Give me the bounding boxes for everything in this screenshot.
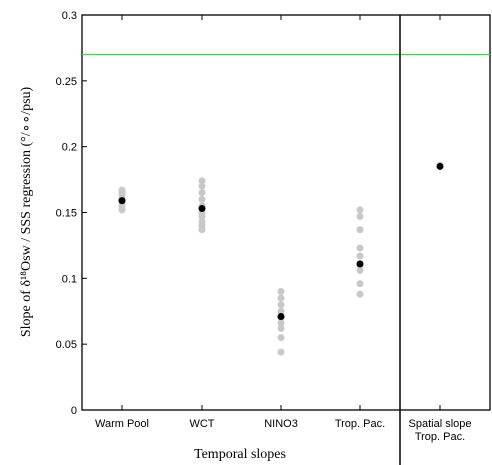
sample-point bbox=[277, 301, 285, 309]
sample-point bbox=[198, 182, 206, 190]
y-tick-label: 0.05 bbox=[56, 339, 77, 351]
x-tick-label-line: Spatial slope bbox=[409, 418, 472, 430]
sample-point bbox=[198, 195, 206, 203]
y-axis-label: Slope of δ¹⁸Osw / SSS regression (°/∘∘/p… bbox=[19, 86, 34, 337]
sample-point bbox=[277, 348, 285, 356]
sample-point bbox=[356, 266, 364, 274]
sample-point bbox=[356, 252, 364, 260]
x-tick-label: Warm Pool bbox=[95, 418, 149, 430]
sample-point bbox=[198, 177, 206, 185]
mean-point bbox=[356, 260, 364, 268]
mean-point bbox=[277, 313, 285, 321]
y-tick-label: 0.15 bbox=[56, 208, 77, 220]
x-axis-label: Temporal slopes bbox=[194, 447, 286, 462]
y-tick-label: 0.2 bbox=[62, 142, 77, 154]
sample-point bbox=[198, 189, 206, 197]
x-tick-label: WCT bbox=[189, 418, 214, 430]
sample-point bbox=[356, 290, 364, 298]
y-tick-label: 0.1 bbox=[62, 273, 77, 285]
x-tick-label: Trop. Pac. bbox=[335, 418, 385, 430]
sample-point bbox=[277, 294, 285, 302]
y-tick-label: 0.3 bbox=[62, 10, 77, 22]
x-tick-label: Spatial slope Trop. Pac. bbox=[409, 418, 472, 443]
sample-point bbox=[277, 319, 285, 327]
y-tick-label: 0.25 bbox=[56, 76, 77, 88]
plot-frame bbox=[81, 14, 491, 411]
mean-point bbox=[436, 162, 444, 170]
sample-point bbox=[277, 334, 285, 342]
sample-point bbox=[118, 186, 126, 194]
mean-point bbox=[118, 197, 126, 205]
y-tick-label: 0 bbox=[71, 405, 77, 417]
sample-point bbox=[198, 218, 206, 226]
mean-point bbox=[198, 205, 206, 213]
sample-point bbox=[356, 206, 364, 214]
sample-point bbox=[277, 307, 285, 315]
sample-point bbox=[277, 288, 285, 295]
sample-point bbox=[356, 212, 364, 220]
x-tick-label-line: Trop. Pac. bbox=[415, 431, 465, 443]
sample-point bbox=[356, 244, 364, 252]
sample-point bbox=[277, 324, 285, 332]
x-tick-label: NINO3 bbox=[264, 418, 298, 430]
sample-point bbox=[356, 280, 364, 288]
sample-point bbox=[356, 226, 364, 234]
